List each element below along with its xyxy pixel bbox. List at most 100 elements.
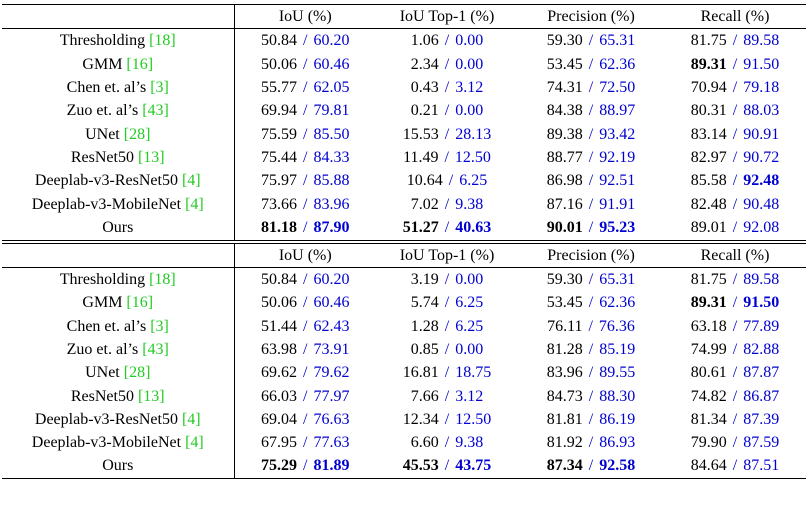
separator: / — [732, 294, 738, 312]
separator: / — [303, 317, 308, 335]
value: 85.58 — [690, 172, 727, 190]
value-alt: 92.48 — [743, 172, 780, 190]
value-cell: 84.73 / 88.30 — [518, 384, 664, 407]
citation: [13] — [137, 387, 165, 405]
value-cell: 10.64 / 6.25 — [376, 169, 518, 192]
value-alt: 77.63 — [313, 434, 350, 452]
value-alt: 89.55 — [599, 364, 636, 382]
separator: / — [732, 219, 738, 237]
value-cell: 0.43 / 3.12 — [376, 76, 518, 99]
citation: [3] — [150, 317, 169, 335]
value: 81.75 — [690, 32, 727, 50]
value-cell: 50.84 / 60.20 — [234, 29, 376, 53]
value-cell: 89.31 / 91.50 — [664, 53, 806, 76]
header-row: IoU (%) IoU Top-1 (%) Precision (%) Recall … — [2, 243, 806, 268]
value: 66.03 — [261, 387, 298, 405]
value: 79.90 — [690, 434, 727, 452]
table-row: Chen et. al’s [3] 55.77 / 62.05 0.43 / 3.12 74.… — [2, 75, 806, 100]
method-cell: Deeplab-v3-MobileNet [4] — [2, 431, 235, 455]
value-cell: 7.66 / 3.12 — [376, 384, 518, 407]
method-cell: Zuo et. al’s [43] — [2, 99, 235, 123]
value-cell: 88.77 / 92.19 — [518, 146, 664, 169]
value: 45.53 — [402, 457, 439, 475]
value-cell: 81.34 / 87.39 — [664, 408, 806, 431]
value: 50.84 — [261, 32, 298, 50]
method-name: Deeplab-v3-MobileNet — [31, 434, 182, 452]
value-alt: 62.05 — [313, 79, 350, 97]
method-name: Thresholding — [59, 32, 146, 50]
value-cell: 53.45 / 62.36 — [518, 291, 664, 314]
value: 82.48 — [690, 195, 727, 213]
value: 2.34 — [410, 55, 439, 73]
separator: / — [303, 79, 308, 97]
method-name: Deeplab-v3-ResNet50 — [34, 410, 178, 428]
value: 81.18 — [261, 219, 298, 237]
value-cell: 69.62 / 79.62 — [234, 361, 376, 384]
separator: / — [588, 79, 594, 97]
value-cell: 74.31 / 72.50 — [518, 76, 664, 99]
separator: / — [732, 434, 738, 452]
separator: / — [588, 219, 594, 237]
value: 89.31 — [690, 294, 727, 312]
method-cell: ResNet50 [13] — [2, 145, 235, 170]
value-cell: 1.28 / 6.25 — [376, 315, 518, 338]
value: 89.31 — [690, 55, 727, 73]
value: 81.28 — [546, 341, 583, 358]
method-cell: UNet [28] — [2, 122, 235, 146]
value: 89.01 — [690, 219, 727, 237]
value: 84.73 — [546, 387, 583, 405]
value-alt: 85.50 — [313, 125, 350, 143]
table-row: Zuo et. al’s [43] 69.94 / 79.81 0.21 / 0.00 84.… — [2, 99, 806, 123]
separator: / — [588, 102, 594, 120]
value: 88.77 — [546, 148, 583, 166]
citation: [4] — [181, 410, 201, 428]
separator: / — [444, 102, 450, 120]
value: 12.34 — [402, 410, 439, 428]
value: 74.82 — [690, 387, 727, 405]
value-cell: 80.31 / 88.03 — [664, 99, 806, 122]
method-name: Ours — [102, 457, 134, 475]
separator: / — [444, 148, 449, 166]
value-cell: 87.16 / 91.91 — [518, 192, 664, 215]
method-name: Zuo et. al’s — [66, 102, 139, 120]
citation: [16] — [126, 55, 154, 73]
separator: / — [444, 32, 450, 50]
header-cell: Recall (%) — [664, 243, 806, 268]
value: 75.44 — [261, 148, 298, 166]
value-alt: 0.00 — [455, 271, 484, 289]
value-cell: 67.95 / 77.63 — [234, 431, 376, 454]
table-row: Deeplab-v3-ResNet50 [4] 75.97 / 85.88 10.64 /… — [2, 169, 806, 193]
value-alt: 6.25 — [455, 294, 484, 312]
separator: / — [732, 195, 738, 213]
citation: [13] — [137, 148, 165, 166]
value: 84.64 — [690, 457, 727, 475]
value-alt: 76.63 — [313, 410, 350, 428]
value-cell: 79.90 / 87.59 — [664, 431, 806, 454]
header-cell: IoU Top-1 (%) — [376, 4, 518, 30]
value-cell: 82.48 / 90.48 — [664, 192, 806, 215]
separator: / — [732, 125, 738, 143]
value-alt: 92.08 — [743, 219, 780, 237]
value-cell: 75.59 / 85.50 — [234, 122, 376, 145]
method-cell: Thresholding [18] — [2, 28, 235, 53]
value: 84.38 — [546, 102, 583, 120]
separator: / — [303, 195, 308, 213]
value-alt: 62.43 — [313, 317, 350, 335]
value: 67.95 — [261, 434, 298, 452]
value-alt: 77.89 — [743, 317, 780, 335]
method-name: UNet — [85, 125, 120, 143]
separator: / — [588, 294, 594, 312]
separator: / — [588, 434, 594, 452]
header-cell: Recall (%) — [664, 4, 806, 30]
value-alt: 28.13 — [455, 125, 492, 143]
separator: / — [588, 317, 593, 335]
value-alt: 77.97 — [313, 387, 350, 405]
value-cell: 59.30 / 65.31 — [518, 29, 664, 53]
value-alt: 6.25 — [459, 172, 488, 190]
separator: / — [303, 410, 308, 428]
citation: [28] — [123, 364, 151, 382]
value: 69.94 — [261, 102, 298, 120]
value: 74.31 — [546, 79, 583, 97]
method-cell: GMM [16] — [2, 291, 235, 315]
separator: / — [732, 341, 738, 358]
